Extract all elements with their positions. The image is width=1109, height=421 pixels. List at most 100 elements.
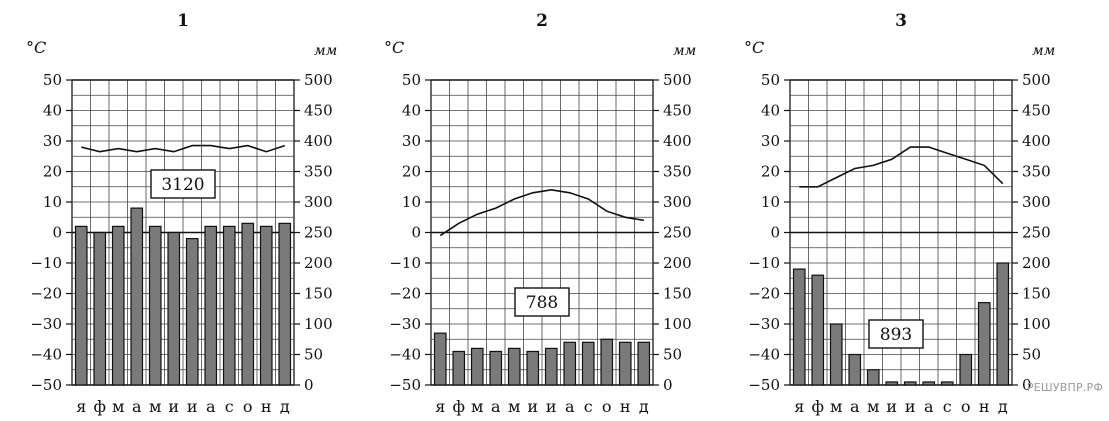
temperature-line [439, 188, 644, 237]
right-tick-label: 400 [663, 132, 692, 150]
left-tick-label: 0 [411, 224, 421, 242]
right-tick-label: 200 [663, 254, 692, 272]
month-label: ф [811, 397, 824, 416]
temperature-line [81, 144, 286, 153]
left-tick-label: 50 [43, 71, 62, 89]
right-tick-label: 250 [663, 224, 692, 242]
precip-bar [526, 350, 540, 386]
month-label: и [187, 397, 198, 416]
right-tick-label: 350 [304, 163, 333, 181]
precip-bar [885, 381, 899, 386]
precip-bar [959, 353, 973, 386]
left-tick-label: −20 [389, 285, 421, 303]
precip-bar [829, 323, 843, 386]
right-tick-label: 0 [1022, 376, 1032, 394]
precip-bar [977, 302, 991, 386]
right-tick-label: 50 [663, 346, 682, 364]
right-tick-label: 250 [1022, 224, 1051, 242]
month-label: м [112, 397, 124, 416]
month-label: а [132, 397, 142, 416]
right-tick-label: 100 [304, 315, 333, 333]
month-label: с [225, 397, 234, 416]
precip-bar [637, 341, 651, 386]
month-label: и [527, 397, 538, 416]
annual-precip-label: 3120 [161, 175, 204, 195]
left-tick-label: −50 [748, 376, 780, 394]
left-axis-unit: °C [26, 38, 46, 57]
left-tick-label: −50 [30, 376, 62, 394]
month-label: я [76, 397, 86, 416]
left-tick-label: −10 [389, 254, 421, 272]
left-tick-label: 30 [761, 132, 780, 150]
left-tick-label: −50 [389, 376, 421, 394]
right-tick-label: 0 [304, 376, 314, 394]
precip-bar [167, 231, 181, 386]
precip-bar [148, 225, 162, 386]
month-label: с [943, 397, 952, 416]
right-tick-label: 500 [663, 71, 692, 89]
month-label: м [149, 397, 161, 416]
month-label: д [998, 397, 1008, 416]
precip-bar [922, 381, 936, 386]
left-tick-label: 0 [52, 224, 62, 242]
right-tick-label: 300 [304, 193, 333, 211]
precip-bar [507, 347, 521, 386]
right-tick-label: 400 [1022, 132, 1051, 150]
left-tick-label: 10 [761, 193, 780, 211]
precip-bar [618, 341, 632, 386]
precip-bar [848, 353, 862, 386]
right-tick-label: 50 [1022, 346, 1041, 364]
month-label: м [830, 397, 842, 416]
left-tick-label: −40 [748, 346, 780, 364]
right-axis-unit: мм [1032, 43, 1055, 59]
month-label: и [546, 397, 557, 416]
month-label: а [491, 397, 501, 416]
right-tick-label: 250 [304, 224, 333, 242]
chart-title: 3 [895, 11, 907, 31]
month-label: ф [452, 397, 465, 416]
right-tick-label: 350 [1022, 163, 1051, 181]
right-axis-unit: мм [314, 43, 337, 59]
right-tick-label: 150 [1022, 285, 1051, 303]
left-tick-label: 20 [761, 163, 780, 181]
precip-bar [489, 350, 503, 386]
month-label: а [206, 397, 216, 416]
precip-bar [996, 262, 1010, 386]
right-tick-label: 100 [1022, 315, 1051, 333]
precip-bar [204, 225, 218, 386]
right-tick-label: 150 [663, 285, 692, 303]
chart-panel-2: 2°C мм50403020100−10−20−30−40−50500450400… [384, 11, 696, 416]
precip-bar [111, 225, 125, 386]
precip-bar [259, 225, 273, 386]
right-tick-label: 0 [663, 376, 673, 394]
precip-bar [544, 347, 558, 386]
precip-bar [903, 381, 917, 386]
month-label: а [924, 397, 934, 416]
right-tick-label: 100 [663, 315, 692, 333]
left-tick-label: 10 [43, 193, 62, 211]
right-tick-label: 150 [304, 285, 333, 303]
month-label: с [584, 397, 593, 416]
month-label: и [905, 397, 916, 416]
precip-bar [600, 338, 614, 386]
watermark: РЕШУВПР.РФ [1026, 381, 1103, 394]
left-tick-label: 20 [402, 163, 421, 181]
precip-bar [433, 332, 447, 386]
month-label: м [471, 397, 483, 416]
month-label: о [602, 397, 612, 416]
left-axis-unit: °C [384, 38, 404, 57]
annual-precip-box [868, 319, 924, 349]
month-label: ф [93, 397, 106, 416]
left-tick-label: 50 [402, 71, 421, 89]
chart-title: 2 [536, 11, 548, 31]
left-tick-label: 40 [43, 102, 62, 120]
annual-precip-box [150, 169, 216, 199]
precip-bar [93, 231, 107, 386]
month-label: о [961, 397, 971, 416]
annual-precip-label: 788 [526, 293, 558, 313]
month-label: н [979, 397, 990, 416]
right-tick-label: 450 [1022, 102, 1051, 120]
month-label: а [565, 397, 575, 416]
left-tick-label: −40 [30, 346, 62, 364]
